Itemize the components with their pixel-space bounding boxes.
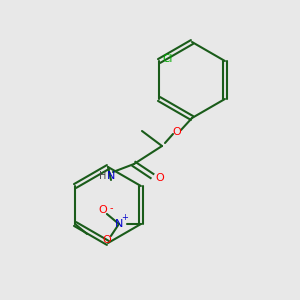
Text: O: O [172, 127, 182, 137]
Text: O: O [155, 173, 164, 183]
Text: +: + [122, 214, 128, 223]
Text: Cl: Cl [162, 54, 172, 64]
Text: N: N [107, 171, 115, 181]
Text: -: - [109, 203, 113, 213]
Text: O: O [98, 205, 107, 215]
Text: O: O [103, 235, 111, 245]
Text: H: H [99, 171, 107, 181]
Text: N: N [115, 219, 123, 229]
